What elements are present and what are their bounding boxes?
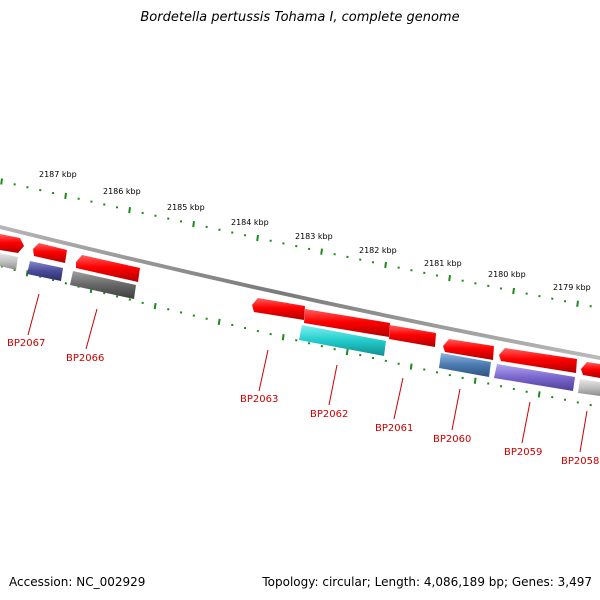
accession-text: Accession: NC_002929 (9, 575, 146, 589)
major-tick (320, 248, 323, 255)
gene-arrow[interactable] (499, 348, 577, 373)
gene-block[interactable] (494, 364, 575, 391)
kbp-label-2179: 2179 kbp (553, 283, 591, 292)
kbp-label-2185: 2185 kbp (167, 203, 205, 212)
kbp-label-2187: 2187 kbp (39, 170, 77, 179)
major-tick (64, 192, 67, 200)
major-tick (409, 363, 413, 370)
gene-block[interactable] (0, 253, 18, 270)
label-leader-lines (27, 293, 588, 453)
major-tick (448, 274, 451, 282)
kbp-label-2183: 2183 kbp (295, 232, 333, 241)
gene-arrow[interactable] (252, 298, 305, 320)
major-tick (384, 261, 387, 269)
major-tick (512, 287, 515, 295)
gene-block[interactable] (299, 325, 386, 356)
map-title: Bordetella pertussis Tohama I, complete … (140, 10, 460, 25)
gene-arrow[interactable] (304, 309, 390, 337)
major-tick (0, 178, 3, 185)
kbp-label-2182: 2182 kbp (359, 246, 397, 255)
forward-strand-genes (0, 234, 600, 378)
major-tick (576, 300, 579, 307)
kbp-label-2186: 2186 kbp (103, 187, 141, 196)
gene-label-bp2059[interactable]: BP2059 (504, 447, 542, 458)
major-tick (128, 207, 131, 214)
gene-label-bp2062[interactable]: BP2062 (310, 409, 348, 420)
gene-label-bp2061[interactable]: BP2061 (375, 423, 413, 434)
kbp-label-2180: 2180 kbp (488, 270, 526, 279)
gene-label-bp2067[interactable]: BP2067 (7, 338, 45, 349)
gene-block[interactable] (27, 261, 63, 281)
major-tick (537, 391, 541, 398)
gene-arrow[interactable] (33, 243, 67, 263)
gene-arrow[interactable] (0, 234, 24, 253)
major-tick (281, 334, 285, 341)
genome-stats-text: Topology: circular; Length: 4,086,189 bp… (262, 575, 592, 589)
major-tick (217, 318, 221, 325)
kbp-label-2184: 2184 kbp (231, 218, 269, 227)
outer-scale-ticks (0, 178, 592, 308)
gene-arrow[interactable] (76, 255, 140, 282)
major-tick (153, 302, 157, 310)
genome-backbone (0, 225, 600, 360)
gene-arrow[interactable] (443, 339, 494, 360)
gene-block[interactable] (578, 379, 600, 396)
gene-label-bp2063[interactable]: BP2063 (240, 394, 278, 405)
gene-label-bp2058[interactable]: BP2058 (561, 456, 599, 467)
gene-arrow[interactable] (581, 362, 600, 378)
major-tick (345, 348, 349, 356)
inner-scale-ticks (0, 265, 592, 407)
gene-block[interactable] (70, 271, 136, 299)
major-tick (256, 234, 259, 242)
gene-arrow[interactable] (389, 325, 436, 347)
major-tick (192, 221, 195, 228)
kbp-label-2181: 2181 kbp (424, 259, 462, 268)
gene-label-bp2060[interactable]: BP2060 (433, 434, 471, 445)
reverse-strand-genes (0, 253, 600, 396)
gene-label-bp2066[interactable]: BP2066 (66, 353, 104, 364)
gene-block[interactable] (439, 353, 491, 377)
major-tick (473, 377, 477, 384)
